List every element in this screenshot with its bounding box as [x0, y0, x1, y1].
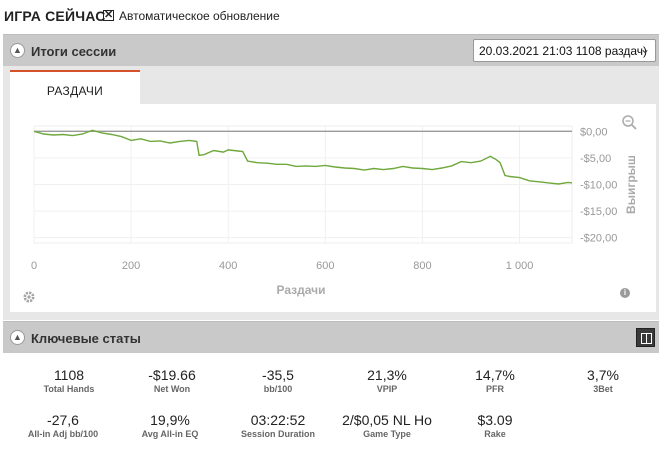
auto-update-checkbox[interactable]: ✕ — [103, 9, 114, 21]
stat-vpip: 21,3% VPIP — [332, 367, 442, 394]
stat-value: -35,5 — [262, 367, 294, 383]
x-tick-label: 0 — [31, 260, 37, 272]
stat-rake: $3.09 Rake — [440, 412, 550, 439]
session-select-value: 20.03.2021 21:03 1108 раздач) — [479, 44, 648, 58]
stat-value: 03:22:52 — [250, 412, 306, 428]
stat-value: 3,7% — [587, 367, 619, 383]
gear-icon[interactable] — [22, 290, 36, 309]
session-chart-area: РАЗДАЧИ 0 200 400 600 800 1 000 $0,00 -$5,00 -$1… — [3, 66, 659, 320]
top-bar: ИГРА СЕЙЧАС ✕ Автоматическое обновление — [0, 0, 664, 34]
y-tick-label: -$10,00 — [580, 180, 617, 192]
stat-value: -27,6 — [47, 412, 79, 428]
y-tick-label: $0,00 — [580, 126, 608, 138]
stats-panel-header: ▲ Ключевые статы — [3, 321, 659, 353]
auto-update-label[interactable]: Автоматическое обновление — [119, 9, 280, 23]
stat-label: Game Type — [363, 429, 411, 439]
x-tick-label: 1 000 — [506, 260, 534, 272]
stat-label: Total Hands — [43, 384, 95, 394]
info-icon[interactable]: i — [620, 288, 630, 298]
stat-label: Avg All-in EQ — [141, 429, 199, 439]
x-tick-label: 800 — [413, 260, 431, 272]
stat-value: 14,7% — [475, 367, 515, 383]
stat-total-hands: 1108 Total Hands — [14, 367, 124, 394]
stat-value: 1108 — [53, 367, 85, 383]
chart-card: 0 200 400 600 800 1 000 $0,00 -$5,00 -$10,00 -$15… — [10, 104, 656, 312]
stat-game-type: 2/$0,05 NL Ho Game Type — [332, 412, 442, 439]
zoom-icon-handle — [631, 124, 637, 130]
y-axis-label: Выигрыш — [624, 155, 638, 214]
stat-value: 21,3% — [367, 367, 407, 383]
stat-value: 2/$0,05 NL Ho — [342, 412, 432, 428]
tab-hands[interactable]: РАЗДАЧИ — [10, 70, 140, 104]
stat-label: VPIP — [376, 384, 398, 394]
collapse-stats-icon[interactable]: ▲ — [10, 330, 25, 345]
stat-3bet: 3,7% 3Bet — [548, 367, 658, 394]
stat-label: Session Duration — [240, 429, 315, 439]
zoom-icon-lens — [622, 115, 634, 127]
stat-label: PFR — [486, 384, 504, 394]
y-tick-label: -$20,00 — [580, 233, 617, 245]
stat-label: Net Won — [153, 384, 191, 394]
session-panel-header: ▲ Итоги сессии 20.03.2021 21:03 1108 раз… — [3, 34, 659, 66]
stat-avg-allin-eq: 19,9% Avg All-in EQ — [115, 412, 225, 439]
stat-bb100: -35,5 bb/100 — [223, 367, 333, 394]
y-tick-label: -$5,00 — [580, 153, 611, 165]
collapse-session-icon[interactable]: ▲ — [10, 43, 25, 58]
winnings-chart: 0 200 400 600 800 1 000 $0,00 -$5,00 -$10,00 -$15… — [31, 115, 638, 297]
stat-label: 3Bet — [593, 384, 613, 394]
stats-panel-title: Ключевые статы — [31, 331, 141, 346]
stat-pfr: 14,7% PFR — [440, 367, 550, 394]
layout-toggle-icon[interactable] — [636, 328, 655, 347]
y-tick-label: -$15,00 — [580, 206, 617, 218]
stat-session-duration: 03:22:52 Session Duration — [223, 412, 333, 439]
x-tick-label: 600 — [316, 260, 334, 272]
stat-label: Rake — [484, 429, 506, 439]
stat-label: All-in Adj bb/100 — [27, 429, 99, 439]
session-panel-title: Итоги сессии — [31, 44, 117, 59]
stat-value: $3.09 — [477, 412, 513, 428]
chevron-down-icon: ⌄ — [639, 42, 650, 56]
page-title: ИГРА СЕЙЧАС — [4, 8, 106, 24]
winnings-line — [33, 129, 573, 185]
zoom-icon[interactable] — [622, 115, 637, 130]
session-select[interactable]: 20.03.2021 21:03 1108 раздач) ⌄ — [473, 39, 656, 62]
stat-label: bb/100 — [263, 384, 293, 394]
x-tick-label: 200 — [122, 260, 140, 272]
stat-allin-adj: -27,6 All-in Adj bb/100 — [8, 412, 118, 439]
stat-net-won: -$19.66 Net Won — [117, 367, 227, 394]
stat-value: 19,9% — [150, 412, 190, 428]
x-tick-label: 400 — [219, 260, 237, 272]
stat-value: -$19.66 — [148, 367, 196, 383]
key-stats: 1108 Total Hands -$19.66 Net Won -35,5 b… — [3, 353, 659, 453]
x-axis-label: Раздачи — [277, 283, 326, 297]
